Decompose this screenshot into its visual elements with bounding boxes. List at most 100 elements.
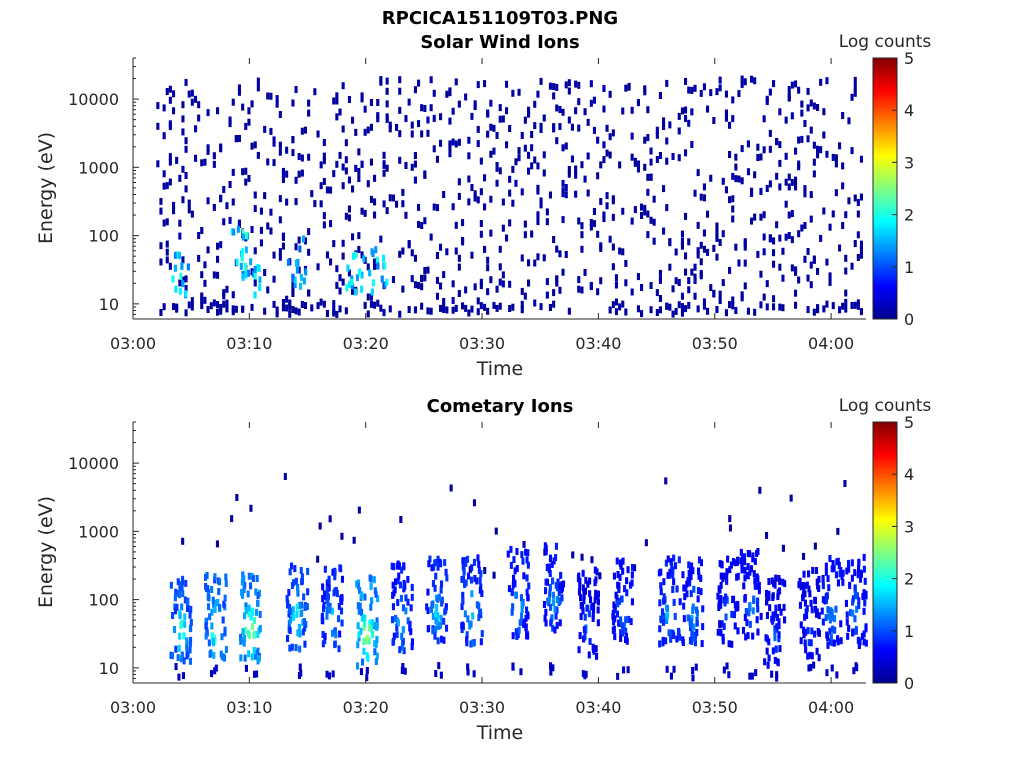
burst-cell bbox=[615, 557, 619, 565]
burst-cell bbox=[188, 640, 192, 648]
burst-cell bbox=[431, 580, 435, 587]
feature-cell bbox=[253, 265, 257, 273]
burst-cell bbox=[548, 570, 552, 577]
count-cell bbox=[228, 116, 232, 124]
burst-cell bbox=[340, 594, 344, 602]
count-cell bbox=[307, 248, 311, 256]
y-tick-label: 100 bbox=[88, 591, 119, 610]
burst-cell bbox=[177, 644, 181, 652]
burst-cell bbox=[830, 664, 834, 672]
solar-wind-ions-panel: 03:00 03:10 03:20 03:30 03:40 03:50 04:0010100… bbox=[68, 49, 914, 353]
count-cell bbox=[753, 171, 757, 179]
burst-cell bbox=[725, 568, 729, 576]
burst-cell bbox=[475, 577, 479, 585]
count-cell bbox=[853, 194, 857, 202]
burst-cell bbox=[748, 602, 752, 610]
burst-cell bbox=[210, 622, 214, 630]
count-cell bbox=[608, 235, 612, 243]
count-cell bbox=[758, 486, 762, 494]
count-cell bbox=[787, 173, 791, 181]
count-cell bbox=[181, 256, 185, 264]
count-cell bbox=[451, 297, 455, 304]
count-cell bbox=[527, 151, 531, 159]
burst-cell bbox=[520, 612, 524, 620]
burst-cell bbox=[735, 558, 739, 566]
burst-cell bbox=[624, 616, 628, 624]
burst-cell bbox=[693, 634, 697, 642]
burst-cell bbox=[301, 628, 305, 636]
count-cell bbox=[611, 195, 615, 203]
burst-cell bbox=[254, 608, 258, 616]
count-cell bbox=[259, 207, 263, 215]
burst-cell bbox=[205, 572, 209, 579]
count-cell bbox=[423, 217, 427, 225]
burst-cell bbox=[398, 646, 402, 654]
burst-cell bbox=[824, 614, 828, 622]
burst-cell bbox=[721, 575, 725, 583]
count-cell bbox=[765, 303, 769, 311]
count-cell bbox=[439, 113, 443, 121]
count-cell bbox=[822, 131, 826, 139]
count-cell bbox=[461, 219, 465, 227]
burst-cell bbox=[303, 640, 307, 648]
count-cell bbox=[728, 266, 732, 274]
burst-cell bbox=[526, 593, 530, 601]
count-cell bbox=[816, 304, 820, 312]
feature-cell bbox=[376, 262, 380, 270]
count-cell bbox=[291, 149, 295, 157]
count-cell bbox=[649, 306, 653, 314]
burst-cell bbox=[696, 595, 700, 603]
count-cell bbox=[520, 306, 524, 314]
burst-cell bbox=[291, 606, 295, 614]
count-cell bbox=[536, 253, 540, 261]
count-cell bbox=[272, 159, 276, 167]
burst-cell bbox=[300, 578, 304, 586]
burst-cell bbox=[691, 603, 695, 611]
count-cell bbox=[614, 308, 618, 316]
burst-cell bbox=[392, 563, 396, 571]
count-cell bbox=[789, 494, 793, 502]
burst-cell bbox=[619, 559, 623, 567]
count-cell bbox=[263, 192, 267, 200]
count-cell bbox=[423, 274, 427, 282]
count-cell bbox=[605, 202, 609, 210]
count-cell bbox=[222, 292, 226, 300]
count-cell bbox=[548, 191, 552, 199]
count-cell bbox=[841, 112, 845, 119]
count-cell bbox=[643, 208, 647, 216]
burst-cell bbox=[241, 591, 245, 599]
count-cell bbox=[373, 258, 377, 266]
count-cell bbox=[501, 280, 505, 288]
burst-cell bbox=[544, 619, 548, 627]
count-cell bbox=[322, 157, 326, 165]
count-cell bbox=[702, 229, 706, 237]
count-cell bbox=[813, 542, 817, 550]
feature-cell bbox=[302, 277, 306, 285]
count-cell bbox=[605, 192, 609, 200]
count-cell bbox=[249, 504, 253, 512]
count-cell bbox=[379, 304, 383, 312]
count-cell bbox=[439, 243, 443, 251]
burst-cell bbox=[809, 599, 813, 607]
count-cell bbox=[784, 233, 788, 241]
count-cell bbox=[172, 90, 176, 98]
count-cell bbox=[479, 230, 483, 238]
count-cell bbox=[527, 106, 531, 114]
burst-cell bbox=[592, 602, 596, 610]
count-cell bbox=[206, 147, 210, 155]
burst-cell bbox=[325, 586, 329, 594]
feature-cell bbox=[252, 270, 256, 278]
burst-cell bbox=[743, 558, 747, 566]
count-cell bbox=[278, 216, 282, 224]
count-cell bbox=[831, 153, 835, 161]
burst-cell bbox=[243, 634, 247, 642]
count-cell bbox=[790, 264, 794, 272]
count-cell bbox=[288, 310, 292, 318]
burst-cell bbox=[369, 582, 373, 590]
burst-cell bbox=[560, 594, 564, 602]
count-cell bbox=[746, 140, 750, 148]
count-cell bbox=[614, 274, 618, 282]
feature-cell bbox=[232, 228, 236, 236]
count-cell bbox=[737, 90, 741, 98]
burst-cell bbox=[253, 630, 257, 638]
